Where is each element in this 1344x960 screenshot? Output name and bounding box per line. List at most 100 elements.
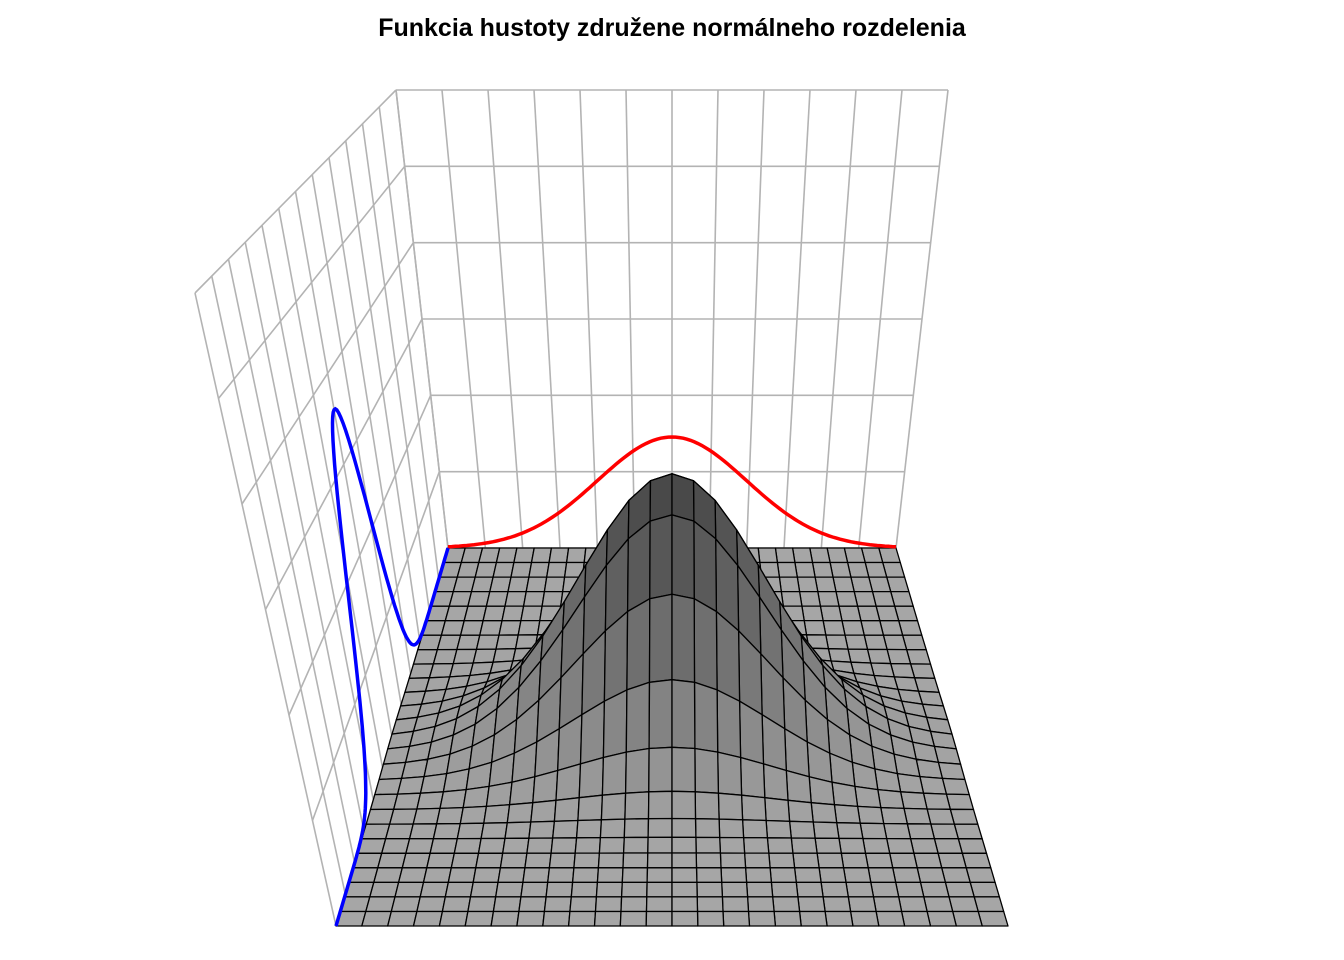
surface-facet: [770, 881, 799, 898]
surface-facet: [969, 881, 1001, 898]
surface-facet: [937, 852, 967, 869]
surface-facet: [485, 781, 513, 808]
surface-facet: [624, 747, 650, 794]
surface-facet: [849, 910, 880, 927]
surface-facet: [456, 822, 485, 840]
surface-facet: [957, 838, 988, 854]
surface-facet: [439, 788, 467, 810]
surface-facet: [548, 547, 570, 564]
surface-facet: [408, 823, 438, 840]
surface-facet: [791, 547, 814, 564]
surface-facet: [717, 792, 744, 821]
surface-facet: [671, 679, 696, 750]
surface-facet: [365, 896, 396, 913]
surface-facet: [792, 852, 820, 869]
surface-facet: [948, 896, 979, 913]
surface-facet: [495, 634, 519, 650]
surface-facet: [945, 793, 975, 811]
surface-facet: [716, 689, 742, 759]
surface-facet: [396, 775, 425, 795]
surface-facet: [513, 547, 535, 564]
surface-facet: [825, 634, 849, 650]
surface-facet: [812, 821, 840, 840]
surface-facet: [598, 836, 625, 854]
surface-facet: [671, 473, 695, 522]
surface-facet: [696, 896, 724, 913]
surface-facet: [965, 867, 996, 884]
surface-facet: [718, 818, 745, 839]
surface-facet: [854, 785, 882, 809]
side-grid-horizontal-line: [288, 395, 432, 716]
surface-facet: [671, 896, 699, 913]
surface-facet: [416, 896, 446, 913]
surface-facet: [913, 852, 943, 869]
surface-facet: [764, 797, 791, 822]
surface-facet: [620, 896, 648, 913]
surface-facet: [467, 896, 497, 913]
surface-facet: [480, 822, 508, 840]
surface-facet: [648, 679, 673, 750]
surface-facet: [441, 896, 472, 913]
surface-facet: [765, 819, 792, 839]
surface-facet: [671, 836, 697, 854]
surface-facet: [842, 867, 872, 884]
surface-facet: [624, 791, 650, 820]
surface-facet: [822, 896, 852, 913]
surface-facet: [818, 867, 847, 884]
surface-facet: [695, 836, 722, 854]
surface-facet: [694, 747, 720, 794]
surface-facet: [816, 852, 845, 869]
surface-facet: [740, 794, 767, 822]
surface-facet: [877, 788, 905, 810]
surface-facet: [552, 819, 579, 839]
density-surface: [335, 473, 1009, 927]
surface-facet: [555, 763, 582, 801]
surface-facet: [809, 547, 831, 564]
surface-facet: [542, 910, 571, 927]
surface-facet: [788, 820, 816, 839]
surface-facet: [822, 619, 846, 636]
surface-facet: [377, 852, 407, 869]
surface-facet: [909, 838, 939, 854]
surface-facet: [973, 896, 1005, 913]
surface-facet: [741, 819, 769, 839]
surface-facet: [485, 590, 509, 607]
surface-facet: [744, 867, 773, 884]
marginal-curves: [330, 406, 897, 927]
surface-facet: [502, 837, 530, 854]
surface-facet: [889, 852, 918, 869]
surface-facet: [369, 793, 399, 811]
surface-facet: [497, 867, 526, 884]
surface-facet: [870, 881, 900, 898]
surface-facet: [824, 910, 854, 927]
surface-facet: [593, 910, 622, 927]
surface-facet: [570, 881, 599, 898]
surface-facet: [922, 792, 951, 810]
surface-facet: [405, 838, 435, 854]
surface-facet: [649, 473, 673, 522]
surface-facet: [619, 910, 648, 927]
surface-facet: [578, 756, 605, 799]
surface-facet: [522, 867, 551, 884]
surface-facet: [833, 804, 861, 824]
surface-facet: [499, 852, 528, 869]
surface-facet: [847, 648, 872, 664]
surface-facet: [840, 852, 869, 869]
surface-facet: [361, 910, 392, 927]
chart-title: Funkcia hustoty združene normálneho rozd…: [378, 14, 966, 42]
surface-facet: [845, 881, 875, 898]
surface-facet: [517, 619, 541, 636]
surface-facet: [498, 619, 522, 636]
surface-facet: [506, 802, 534, 824]
surface-facet: [746, 896, 775, 913]
surface-facet: [671, 867, 698, 884]
surface-facet: [575, 819, 603, 839]
surface-facet: [426, 852, 455, 869]
side-grid-horizontal-line: [311, 471, 441, 821]
surface-facet: [671, 514, 695, 600]
surface-facet: [717, 751, 743, 796]
surface-facet: [567, 910, 597, 927]
surface-facet: [419, 772, 448, 794]
surface-facet: [393, 792, 422, 810]
surface-facet: [546, 561, 568, 578]
